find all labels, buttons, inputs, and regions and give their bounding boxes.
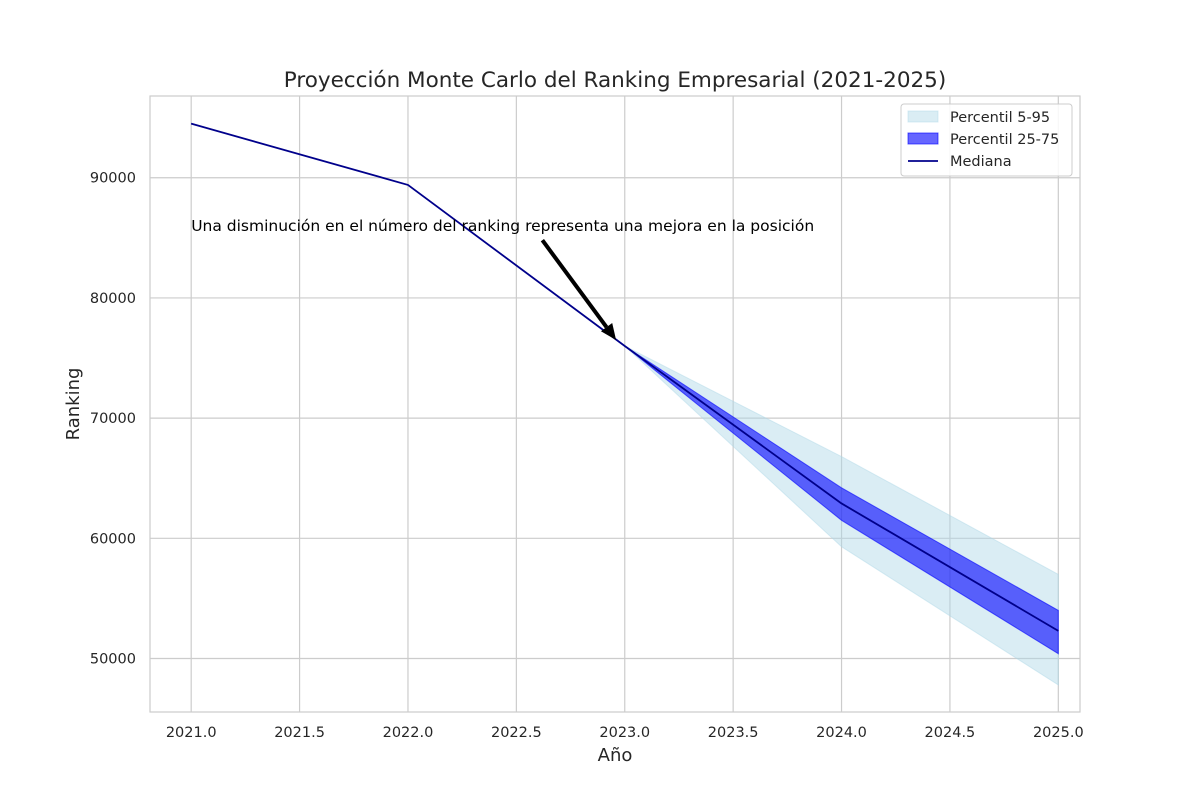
annotation-arrow-shaft — [540, 239, 609, 329]
lines — [190, 122, 1059, 632]
x-tick-label: 2023.0 — [599, 725, 650, 741]
y-tick-labels: 50000 60000 70000 80000 90000 — [90, 171, 136, 668]
x-tick-label: 2024.5 — [925, 725, 976, 741]
x-axis-label: Año — [598, 745, 633, 766]
legend-item-mediana-label: Mediana — [950, 154, 1012, 170]
y-tick-label: 80000 — [90, 291, 136, 307]
legend: Percentil 5-95 Percentil 25-75 Mediana — [900, 103, 1073, 177]
legend-item-percentil-25-75-swatch — [907, 132, 939, 145]
x-tick-label: 2022.5 — [491, 725, 542, 741]
legend-box — [900, 103, 1073, 177]
y-tick-label: 70000 — [90, 411, 136, 427]
legend-item-percentil-5-95-label: Percentil 5-95 — [950, 110, 1050, 126]
x-tick-labels: 2021.0 2021.5 2022.0 2022.5 2023.0 2023.5 2024… — [166, 725, 1084, 741]
x-tick-label: 2022.0 — [383, 725, 434, 741]
x-tick-label: 2024.0 — [816, 725, 867, 741]
y-tick-label: 60000 — [90, 531, 136, 547]
x-tick-label: 2021.0 — [166, 725, 217, 741]
annotation: Una disminución en el número del ranking… — [191, 217, 814, 340]
y-tick-label: 90000 — [90, 171, 136, 187]
grid — [150, 96, 1080, 712]
legend-item-percentil-5-95-swatch — [907, 110, 939, 123]
annotation-text: Una disminución en el número del ranking… — [191, 217, 814, 235]
x-tick-label: 2023.5 — [708, 725, 759, 741]
chart-title: Proyección Monte Carlo del Ranking Empre… — [284, 68, 947, 93]
legend-item-percentil-25-75-label: Percentil 25-75 — [950, 132, 1059, 148]
x-tick-label: 2025.0 — [1033, 725, 1084, 741]
y-tick-label: 50000 — [90, 652, 136, 668]
plot-frame — [149, 95, 1081, 713]
x-tick-label: 2021.5 — [274, 725, 325, 741]
annotation-arrow-head — [600, 322, 617, 340]
y-axis-label: Ranking — [63, 368, 84, 441]
